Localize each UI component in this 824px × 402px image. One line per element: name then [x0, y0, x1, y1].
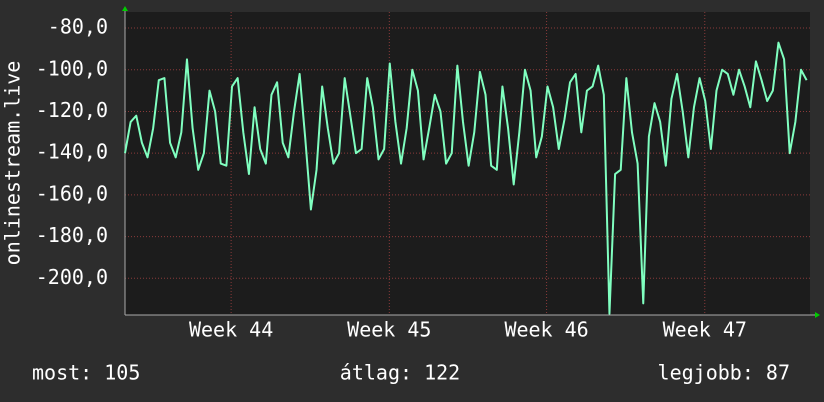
x-tick-label: Week 45: [347, 318, 431, 342]
y-axis-label: onlinestream.live: [1, 61, 25, 266]
y-tick-label: -100,0: [36, 56, 108, 80]
y-tick-label: -140,0: [36, 140, 108, 164]
y-tick-label: -180,0: [36, 223, 108, 247]
x-tick-label: Week 47: [663, 318, 747, 342]
data-line: [124, 41, 808, 315]
footer-current: most: 105: [32, 361, 140, 385]
y-tick-label: -120,0: [36, 98, 108, 122]
y-tick-label: -80,0: [48, 15, 108, 39]
y-tick-label: -160,0: [36, 181, 108, 205]
arrow: [815, 312, 820, 318]
footer-average: átlag: 122: [340, 361, 460, 385]
y-tick-label: -200,0: [36, 265, 108, 289]
arrow: [122, 6, 128, 11]
x-tick-label: Week 44: [189, 318, 273, 342]
footer-best: legjobb: 87: [658, 361, 790, 385]
x-tick-label: Week 46: [504, 318, 588, 342]
